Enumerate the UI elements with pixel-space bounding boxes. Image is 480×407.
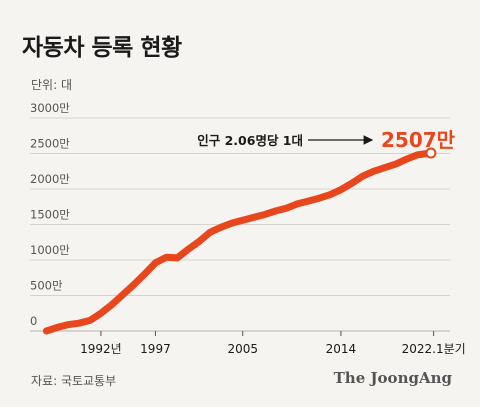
y-axis-ticks: 0 500만 1000만 1500만 2000만 2500만 3000만: [30, 101, 70, 328]
series-layer: [42, 147, 437, 335]
y-tick-label: 1500만: [30, 208, 70, 222]
x-tick-label: 2014: [326, 342, 357, 356]
annotation: 인구 2.06명당 1대 2507만: [197, 128, 455, 152]
series-endpoint: [425, 147, 437, 159]
y-tick-label: 2500만: [30, 137, 70, 151]
series-line: [42, 149, 435, 335]
y-tick-label: 500만: [30, 279, 63, 293]
x-tick-label: 1992년: [80, 342, 122, 356]
brand-logo: The JoongAng: [333, 369, 452, 387]
unit-label: 단위: 대: [31, 78, 72, 92]
annotation-value: 2507만: [381, 128, 456, 152]
chart-title: 자동차 등록 현황: [22, 35, 182, 61]
y-tick-label: 1000만: [30, 243, 70, 257]
y-tick-label: 3000만: [30, 101, 70, 115]
x-tick-label: 1997: [140, 342, 171, 356]
grid-lines: [30, 117, 450, 332]
y-tick-label: 2000만: [30, 172, 70, 186]
x-tick-label: 2005: [227, 342, 258, 356]
source-note: 자료: 국토교통부: [31, 374, 117, 388]
annotation-text: 인구 2.06명당 1대: [197, 133, 303, 148]
x-axis-ticks: 1992년 1997 2005 2014 2022.1분기: [80, 331, 466, 356]
x-tick-label: 2022.1분기: [402, 342, 466, 356]
y-tick-label: 0: [30, 314, 37, 328]
